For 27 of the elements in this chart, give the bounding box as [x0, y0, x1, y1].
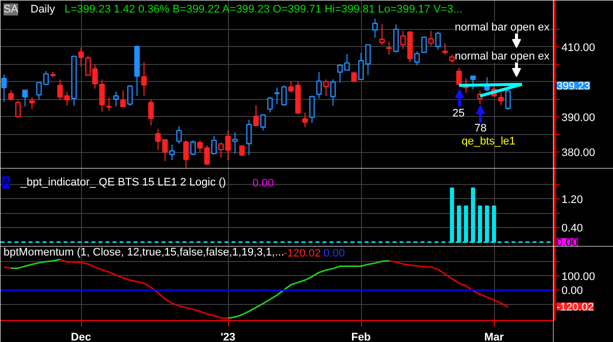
text: _bpt_indicator_ QE BTS 15 LE1 2 Logic () — [20, 176, 226, 188]
annotation: 0.00 — [324, 248, 345, 260]
y-tick-label: 0.40 — [562, 222, 583, 235]
annotation: qe_bts_le1 — [462, 136, 516, 148]
text: 399.23 — [556, 80, 590, 92]
annotation: -120.02 — [284, 248, 321, 260]
annotation: normal bar open ex — [454, 50, 550, 62]
annotation: 78 — [474, 122, 487, 134]
y-tick-label: 380.00 — [562, 147, 596, 160]
y-tick-label: 100.00 — [562, 270, 596, 283]
x-tick-label: Feb — [351, 332, 372, 342]
chart-title: bptMomentum (1, Close, 12,true,15,false,false,1,19,3,1,... — [4, 246, 284, 258]
x-tick-label: '23 — [220, 332, 236, 342]
y-tick-label: 410.00 — [562, 42, 596, 54]
x-tick-label: Dec — [70, 332, 92, 342]
chart-subtitle: L=399.23 1.42 0.36% B=399.22 A=399.23 O=399.71 Hi=399.81 Lo=399.17 V=3... — [64, 4, 462, 16]
text: -120.02 — [556, 302, 594, 314]
annotation: A — [2, 176, 10, 188]
chart-title: Daily — [30, 4, 56, 16]
x-tick-label: Mar — [484, 332, 504, 342]
annotation: 0.00 — [252, 178, 274, 190]
y-tick-label: 1.20 — [562, 194, 583, 206]
annotation: 25 — [452, 108, 465, 120]
annotation: normal bar open ex — [454, 22, 550, 34]
y-tick-label: 0.00 — [562, 285, 583, 298]
y-tick-label: 390.00 — [562, 112, 596, 124]
annotation: SA — [4, 4, 19, 16]
